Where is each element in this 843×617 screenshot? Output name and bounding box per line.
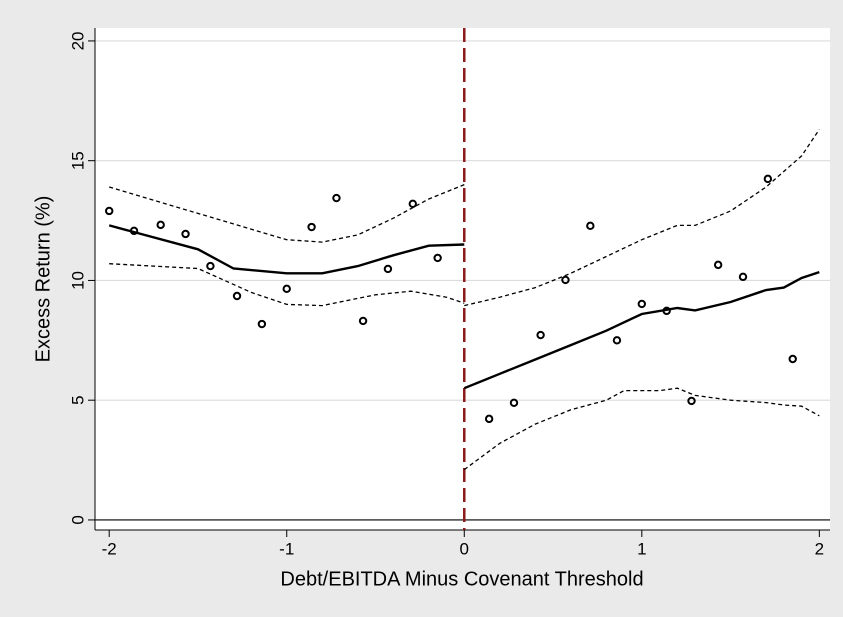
data-point xyxy=(105,206,114,216)
fit-line xyxy=(108,224,465,275)
x-tick-label: 2 xyxy=(815,539,824,558)
x-axis-title: Debt/EBITDA Minus Covenant Threshold xyxy=(280,568,643,590)
data-point xyxy=(738,272,748,282)
data-point xyxy=(307,222,316,232)
data-point xyxy=(433,253,442,263)
data-point xyxy=(156,220,165,230)
confidence-band xyxy=(109,263,465,307)
data-point xyxy=(763,174,773,184)
data-point xyxy=(509,398,519,408)
x-tick-label: -2 xyxy=(102,539,117,558)
data-point xyxy=(687,396,696,406)
x-tick-label: 1 xyxy=(637,539,646,558)
data-point xyxy=(181,229,190,239)
data-point xyxy=(332,193,341,203)
confidence-band xyxy=(109,183,465,243)
data-point xyxy=(383,264,393,274)
y-tick-label: 15 xyxy=(68,151,87,170)
plot-area xyxy=(95,28,830,530)
data-point xyxy=(637,299,647,309)
data-point xyxy=(282,284,291,294)
y-axis-title: Excess Return (%) xyxy=(32,196,54,363)
y-tick-label: 10 xyxy=(68,271,87,290)
data-point xyxy=(232,291,242,301)
data-point xyxy=(586,221,595,231)
data-point xyxy=(788,354,797,364)
data-point xyxy=(484,414,494,424)
data-point xyxy=(612,336,622,345)
data-point xyxy=(257,319,267,329)
confidence-band xyxy=(463,387,820,471)
x-tick-label: 0 xyxy=(460,539,469,558)
y-tick-label: 20 xyxy=(68,31,87,50)
data-point xyxy=(536,330,545,340)
data-point xyxy=(206,261,215,271)
data-point xyxy=(713,260,723,270)
x-tick-label: -1 xyxy=(279,539,294,558)
y-tick-label: 5 xyxy=(68,395,87,404)
fit-line xyxy=(463,270,820,390)
data-point xyxy=(358,316,368,326)
data-point xyxy=(561,275,570,285)
y-tick-label: 0 xyxy=(68,515,87,524)
